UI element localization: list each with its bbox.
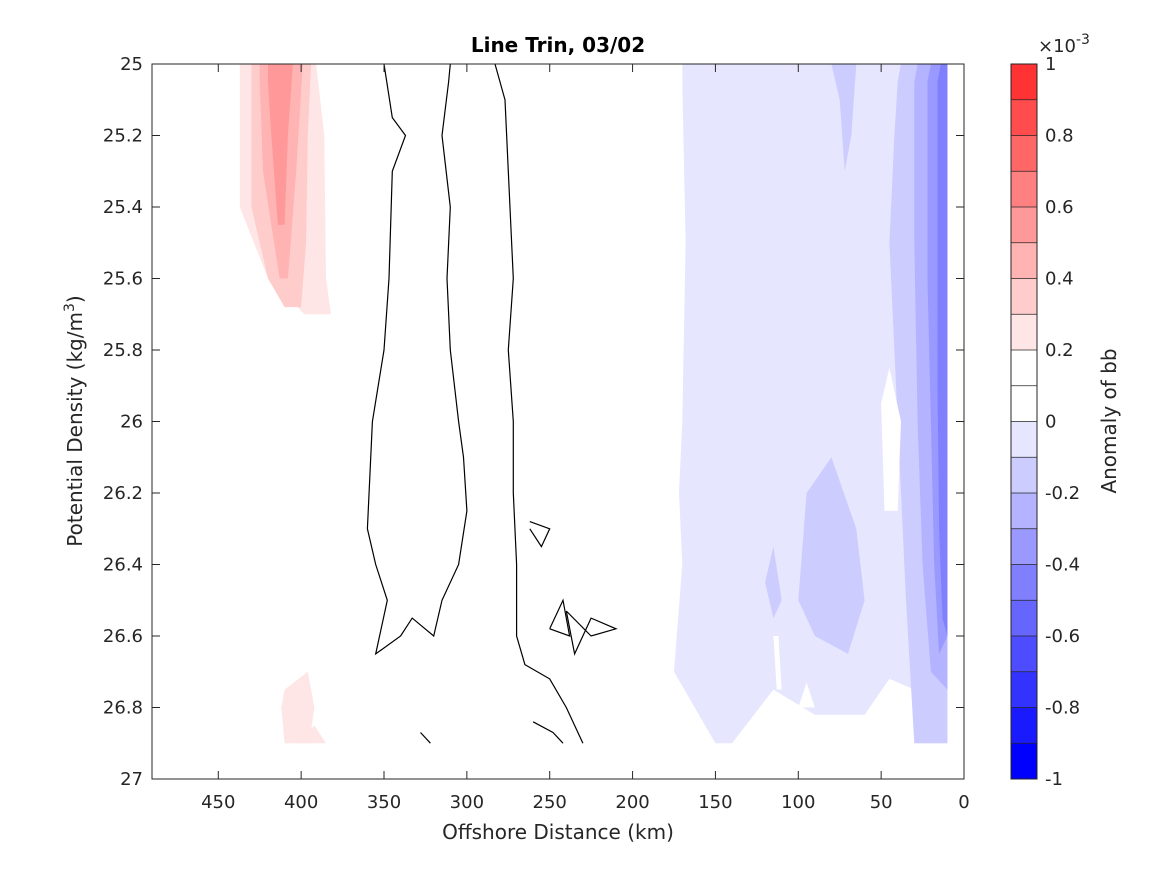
- contour-region-0: [152, 64, 285, 744]
- y-tick-label-5: 26: [120, 412, 143, 433]
- x-tick-label-5: 200: [615, 792, 649, 813]
- contour-fills: [152, 64, 948, 744]
- chart-title: Line Trin, 03/02: [471, 33, 645, 57]
- colorbar-band-15: [1011, 207, 1037, 243]
- contour-lines: [366, 64, 618, 744]
- y-tick-label-2: 25.4: [103, 197, 143, 218]
- contour-hole-1: [798, 682, 815, 708]
- colorbar-tick-label-5: 0: [1045, 412, 1056, 433]
- y-tick-label-1: 25.2: [103, 126, 143, 147]
- colorbar-band-13: [1011, 278, 1037, 315]
- x-tick-label-6: 150: [698, 792, 732, 813]
- colorbar-tick-label-3: 0.4: [1045, 269, 1074, 290]
- contour-region-9: [831, 64, 857, 172]
- contour-region-15: [937, 64, 948, 636]
- y-axis-label-main: Potential Density (kg/m: [63, 312, 87, 547]
- colorbar-tick-label-1: 0.8: [1045, 126, 1074, 147]
- colorbar-band-19: [1011, 64, 1037, 100]
- colorbar-tick-label-9: -0.8: [1045, 698, 1080, 719]
- colorbar-exponent-prefix: ×10: [1038, 36, 1076, 57]
- contour-region-12: [765, 546, 782, 619]
- contour-region-6: [281, 671, 315, 744]
- colorbar-band-5: [1011, 564, 1037, 601]
- zero-contour-line-0: [366, 64, 468, 656]
- contour-hole-2: [773, 636, 782, 690]
- colorbar-exponent: ×10-3: [1038, 32, 1090, 57]
- colorbar-tick-label-6: -0.2: [1045, 483, 1080, 504]
- colorbar-band-7: [1011, 493, 1037, 529]
- colorbar-band-10: [1011, 385, 1037, 422]
- x-tick-label-9: 0: [958, 792, 969, 813]
- colorbar-band-0: [1011, 743, 1037, 779]
- colorbar-label: Anomaly of bb: [1097, 348, 1121, 493]
- colorbar-tick-label-0: 1: [1045, 54, 1056, 75]
- colorbar-band-12: [1011, 314, 1037, 350]
- y-axis-label-close: ): [63, 295, 87, 303]
- x-tick-label-0: 450: [201, 792, 235, 813]
- colorbar-band-8: [1011, 457, 1037, 493]
- y-tick-label-7: 26.4: [103, 555, 143, 576]
- colorbar-band-16: [1011, 171, 1037, 207]
- contour-region-5: [268, 64, 293, 225]
- colorbar-tick-label-8: -0.6: [1045, 626, 1080, 647]
- y-tick-label-8: 26.6: [103, 626, 143, 647]
- contour-region-11: [798, 457, 865, 654]
- zero-contour-line-5: [565, 610, 618, 656]
- x-tick-label-4: 250: [533, 792, 567, 813]
- y-tick-label-9: 26.8: [103, 698, 143, 719]
- contour-region-7: [297, 725, 326, 744]
- x-tick-label-3: 300: [450, 792, 484, 813]
- x-tick-label-7: 100: [781, 792, 815, 813]
- y-axis-label-superscript: 3: [62, 303, 78, 312]
- colorbar-band-4: [1011, 600, 1037, 636]
- colorbar-band-3: [1011, 636, 1037, 672]
- y-axis-label: Potential Density (kg/m3): [62, 295, 87, 546]
- x-tick-label-8: 50: [870, 792, 893, 813]
- colorbar: 1 0.8 0.6 0.4 0.2 0 -0.2 -0.4 -0.6 -0.8 -1: [1011, 54, 1080, 790]
- x-axis-label: Offshore Distance (km): [442, 820, 674, 844]
- colorbar-tick-label-2: 0.6: [1045, 197, 1074, 218]
- colorbar-exponent-value: -3: [1076, 32, 1090, 48]
- y-axis: 25 25.2 25.4 25.6 25.8 26 26.2 26.4 26.6 26.8 27: [103, 54, 964, 790]
- zero-contour-line-6: [549, 598, 571, 637]
- y-tick-label-6: 26.2: [103, 483, 143, 504]
- contour-region-8: [674, 64, 948, 744]
- colorbar-band-2: [1011, 671, 1037, 708]
- colorbar-frame: [1010, 63, 1038, 780]
- colorbar-tick-label-4: 0.2: [1045, 340, 1074, 361]
- contour-hole-0: [881, 367, 901, 511]
- colorbar-band-1: [1011, 707, 1037, 744]
- y-tick-label-0: 25: [120, 54, 143, 75]
- colorbar-band-14: [1011, 242, 1037, 279]
- x-axis: 450 400 350 300 250 200 150 100 50 0: [201, 64, 970, 813]
- colorbar-band-18: [1011, 99, 1037, 136]
- y-tick-label-3: 25.6: [103, 269, 143, 290]
- zero-contour-line-3: [532, 721, 564, 744]
- colorbar-tick-label-10: -1: [1045, 769, 1063, 790]
- colorbar-band-6: [1011, 528, 1037, 565]
- zero-contour-line-2: [420, 732, 431, 744]
- y-tick-label-4: 25.8: [103, 340, 143, 361]
- colorbar-band-17: [1011, 135, 1037, 172]
- colorbar-band-9: [1011, 421, 1037, 458]
- zero-contour-line-4: [529, 521, 551, 548]
- y-tick-label-10: 27: [120, 769, 143, 790]
- colorbar-band-11: [1011, 350, 1037, 386]
- colorbar-tick-label-7: -0.4: [1045, 555, 1080, 576]
- zero-contour-line-1: [494, 64, 584, 744]
- x-tick-label-2: 350: [367, 792, 401, 813]
- x-tick-label-1: 400: [284, 792, 318, 813]
